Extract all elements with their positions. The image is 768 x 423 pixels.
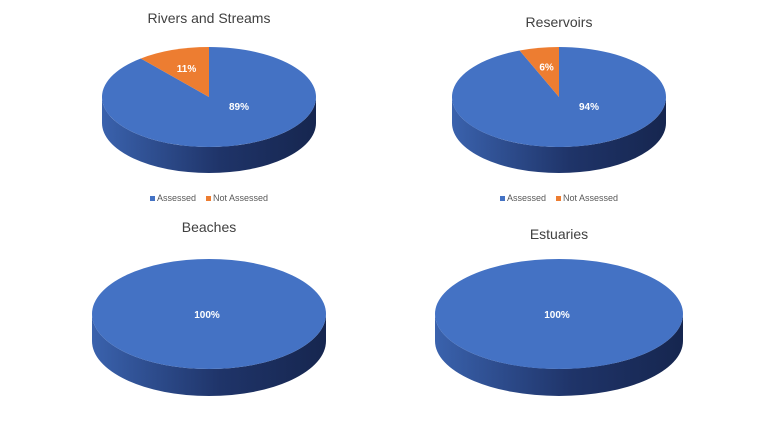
pie-slice-assessed (92, 259, 326, 369)
legend-swatch-not-assessed (556, 196, 561, 201)
pie-slice-assessed (435, 259, 683, 369)
data-label-assessed: 94% (579, 102, 599, 113)
pie-slice-not-assessed (519, 47, 559, 97)
pie-chart-3: Beaches 100% (92, 219, 326, 396)
legend-swatch-not-assessed (206, 196, 211, 201)
pie-chart-1: Rivers and Streams 11% 89% Assessed Not Asse… (102, 10, 317, 203)
pie-side-assessed (102, 97, 316, 173)
legend-swatch-assessed (500, 196, 505, 201)
chart-title: Reservoirs (526, 14, 593, 30)
pie-chart-4: Estuaries 100% (435, 226, 683, 396)
data-label-assessed: 100% (194, 310, 220, 321)
chart-legend: Assessed Not Assessed (500, 193, 618, 203)
data-label-assessed: 89% (229, 102, 249, 113)
legend-label-assessed: Assessed (507, 193, 546, 203)
legend-swatch-assessed (150, 196, 155, 201)
pie-chart-2: Reservoirs 6% 94% Assessed Not Assessed (451, 14, 666, 203)
data-label-not-assessed: 6% (539, 63, 554, 74)
legend-label-assessed: Assessed (157, 193, 196, 203)
data-label-assessed: 100% (544, 310, 570, 321)
legend-label-not-assessed: Not Assessed (213, 193, 268, 203)
chart-title: Estuaries (530, 226, 588, 242)
legend-label-not-assessed: Not Assessed (563, 193, 618, 203)
pie-side-assessed (452, 97, 666, 173)
chart-title: Beaches (182, 219, 236, 235)
pie-slice-assessed (451, 47, 666, 147)
chart-title: Rivers and Streams (148, 10, 271, 26)
pie-side-assessed (435, 314, 683, 396)
pie-slice-not-assessed (140, 47, 209, 97)
data-label-not-assessed: 11% (177, 64, 197, 75)
pie-side-assessed (92, 314, 326, 396)
pie-slice-assessed (102, 47, 317, 148)
chart-legend: Assessed Not Assessed (150, 193, 268, 203)
